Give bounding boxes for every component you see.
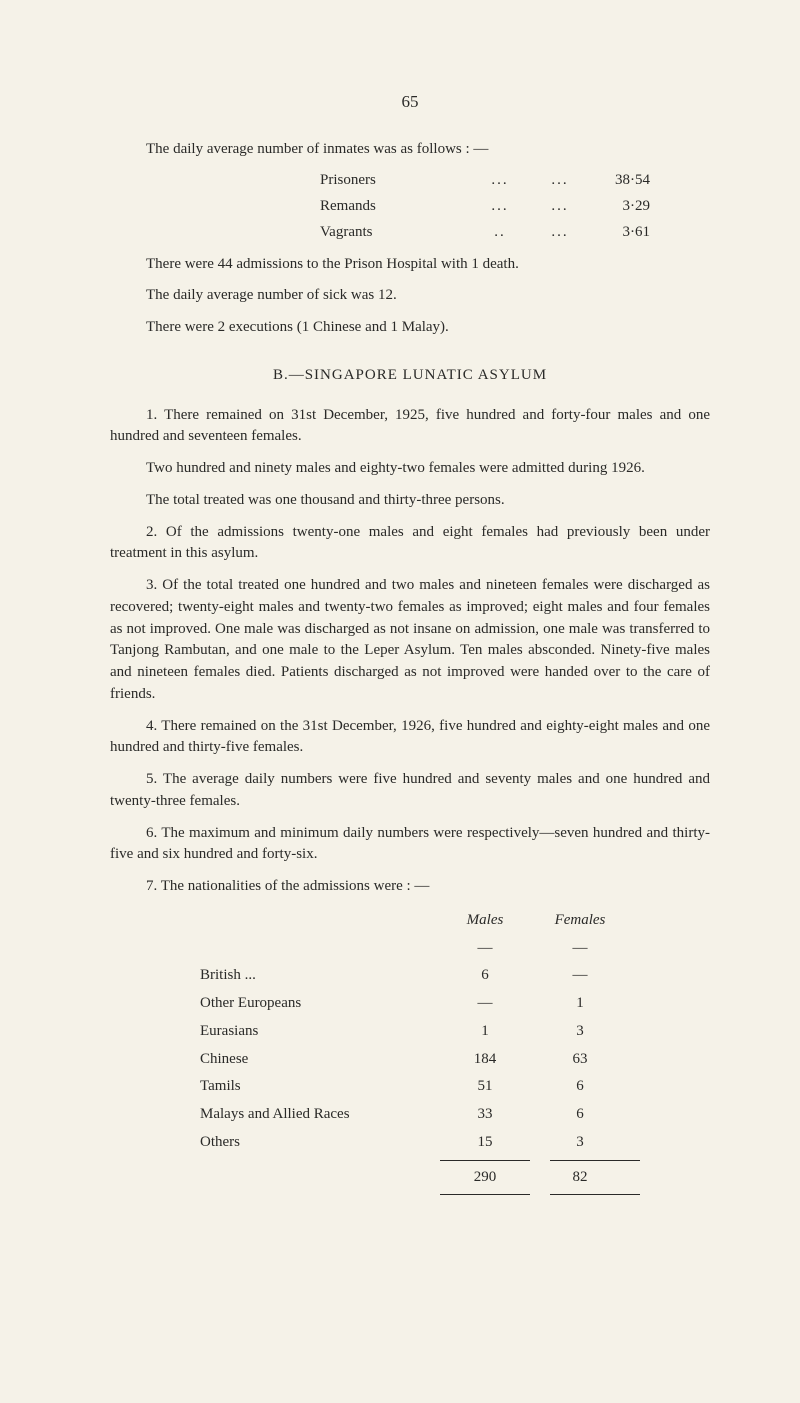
header-males: Males xyxy=(440,910,530,932)
body-paragraph: 3. Of the total treated one hundred and … xyxy=(110,575,710,706)
row-label: Chinese xyxy=(200,1049,440,1071)
table-row: Other Europeans — 1 xyxy=(200,993,710,1015)
table-total: 290 82 xyxy=(200,1167,710,1189)
inmate-table: Prisoners ... ... 38·54 Remands ... ... … xyxy=(320,170,710,243)
row-label: Prisoners xyxy=(320,170,470,192)
table-row: Tamils 51 6 xyxy=(200,1076,710,1098)
row-males: — xyxy=(440,993,530,1015)
row-label: Other Europeans xyxy=(200,993,440,1015)
leader-dots: ... xyxy=(470,170,530,192)
table-row: British ... 6 — xyxy=(200,965,710,987)
table-rule xyxy=(200,1160,710,1161)
row-males: 1 xyxy=(440,1021,530,1043)
section-heading: B.—SINGAPORE LUNATIC ASYLUM xyxy=(110,365,710,387)
table-row: Eurasians 1 3 xyxy=(200,1021,710,1043)
page-number: 65 xyxy=(110,90,710,115)
body-paragraph: The total treated was one thousand and t… xyxy=(110,490,710,512)
row-label: Remands xyxy=(320,196,470,218)
body-paragraph: Two hundred and ninety males and eighty-… xyxy=(110,458,710,480)
table-dash: —— xyxy=(200,938,710,960)
row-value: 3·29 xyxy=(590,196,650,218)
body-paragraph: 1. There remained on 31st December, 1925… xyxy=(110,405,710,449)
body-paragraph: 2. Of the admissions twenty-one males an… xyxy=(110,522,710,566)
body-paragraph: There were 44 admissions to the Prison H… xyxy=(110,254,710,276)
dash-icon: — xyxy=(530,938,630,960)
body-paragraph: 6. The maximum and minimum daily numbers… xyxy=(110,823,710,867)
row-label: British ... xyxy=(200,965,440,987)
row-value: 38·54 xyxy=(590,170,650,192)
body-paragraph: 5. The average daily numbers were five h… xyxy=(110,769,710,813)
row-females: 1 xyxy=(530,993,630,1015)
table-row: Remands ... ... 3·29 xyxy=(320,196,710,218)
row-value: 3·61 xyxy=(590,222,650,244)
row-males: 15 xyxy=(440,1132,530,1154)
nationality-table: Males Females —— British ... 6 — Other E… xyxy=(200,910,710,1196)
dash-icon: — xyxy=(440,938,530,960)
row-females: — xyxy=(530,965,630,987)
row-label: Malays and Allied Races xyxy=(200,1104,440,1126)
row-label: Tamils xyxy=(200,1076,440,1098)
table-row: Chinese 184 63 xyxy=(200,1049,710,1071)
row-label: Vagrants xyxy=(320,222,470,244)
header-females: Females xyxy=(530,910,630,932)
body-paragraph: The daily average number of sick was 12. xyxy=(110,285,710,307)
row-females: 63 xyxy=(530,1049,630,1071)
total-males: 290 xyxy=(440,1167,530,1189)
table-rule xyxy=(200,1194,710,1195)
table-row: Malays and Allied Races 33 6 xyxy=(200,1104,710,1126)
total-females: 82 xyxy=(530,1167,630,1189)
body-paragraph: 7. The nationalities of the admissions w… xyxy=(110,876,710,898)
table-row: Vagrants .. ... 3·61 xyxy=(320,222,710,244)
row-males: 184 xyxy=(440,1049,530,1071)
intro-line: The daily average number of inmates was … xyxy=(110,139,710,161)
table-row: Prisoners ... ... 38·54 xyxy=(320,170,710,192)
row-label: Eurasians xyxy=(200,1021,440,1043)
row-males: 51 xyxy=(440,1076,530,1098)
row-males: 6 xyxy=(440,965,530,987)
table-header: Males Females xyxy=(200,910,710,932)
leader-dots: .. xyxy=(470,222,530,244)
leader-dots: ... xyxy=(530,196,590,218)
leader-dots: ... xyxy=(470,196,530,218)
row-females: 3 xyxy=(530,1021,630,1043)
row-males: 33 xyxy=(440,1104,530,1126)
body-paragraph: There were 2 executions (1 Chinese and 1… xyxy=(110,317,710,339)
body-paragraph: 4. There remained on the 31st December, … xyxy=(110,716,710,760)
row-label: Others xyxy=(200,1132,440,1154)
page-body: 65 The daily average number of inmates w… xyxy=(0,0,800,1259)
row-females: 6 xyxy=(530,1104,630,1126)
header-spacer xyxy=(200,910,440,932)
table-row: Others 15 3 xyxy=(200,1132,710,1154)
leader-dots: ... xyxy=(530,170,590,192)
row-females: 6 xyxy=(530,1076,630,1098)
leader-dots: ... xyxy=(530,222,590,244)
row-females: 3 xyxy=(530,1132,630,1154)
